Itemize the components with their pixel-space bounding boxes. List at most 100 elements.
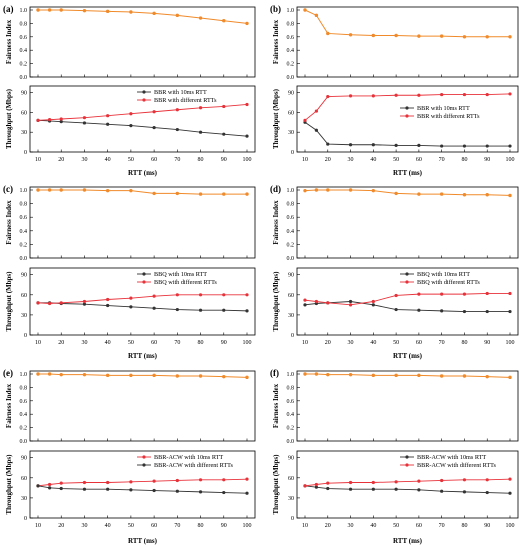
legend-swatch-marker	[142, 463, 146, 467]
throughput-axes-frame	[29, 450, 256, 519]
throughput-point	[417, 143, 421, 147]
fairness-tick-label: 0.2	[20, 426, 28, 432]
x-tick-label: 70	[439, 340, 445, 346]
legend-swatch-marker	[405, 106, 409, 110]
throughput-point	[152, 294, 156, 298]
throughput-point	[245, 491, 249, 495]
fairness-tick-label: 0.2	[287, 62, 295, 68]
throughput-point	[394, 93, 398, 97]
x-tick-label: 100	[506, 157, 515, 163]
throughput-point	[245, 477, 249, 481]
x-tick-label: 70	[174, 157, 180, 163]
throughput-tick-label: 90	[288, 456, 294, 462]
throughput-point	[82, 121, 87, 125]
throughput-tick-label: 90	[288, 273, 294, 279]
throughput-point	[417, 488, 421, 492]
x-tick-label: 90	[221, 523, 227, 529]
fairness-tick-label: 0.4	[20, 229, 28, 235]
fairness-point	[485, 193, 489, 197]
throughput-point	[245, 134, 249, 138]
fairness-tick-label: 0.8	[20, 202, 28, 208]
throughput-point	[440, 92, 444, 97]
throughput-axis-label: Throughput (Mbps)	[5, 454, 13, 515]
fairness-point	[47, 188, 52, 192]
x-tick-label: 60	[151, 157, 157, 163]
throughput-point	[48, 301, 52, 306]
throughput-point	[314, 109, 318, 113]
throughput-point	[485, 490, 489, 495]
fairness-axis-label: Fairness Index	[272, 19, 280, 64]
throughput-point	[417, 93, 421, 97]
fairness-point	[129, 373, 133, 378]
throughput-series-line	[37, 478, 248, 487]
throughput-axes-frame	[29, 85, 256, 153]
x-tick-label: 80	[461, 523, 467, 529]
x-tick-label: 10	[302, 523, 308, 529]
fairness-point	[245, 192, 249, 196]
fairness-point	[245, 21, 249, 26]
fairness-line	[38, 373, 248, 378]
fairness-tick-label: 0.8	[287, 21, 295, 27]
fairness-tick-label: 0.8	[287, 385, 295, 391]
x-tick-label: 40	[105, 340, 111, 346]
fairness-point	[59, 372, 63, 377]
throughput-point	[36, 484, 40, 488]
legend-swatch-marker	[142, 90, 146, 94]
throughput-point	[485, 92, 489, 97]
x-tick-label: 10	[35, 340, 41, 346]
x-tick-label: 60	[151, 340, 157, 346]
throughput-point	[222, 478, 226, 482]
throughput-axes-frame	[296, 267, 519, 336]
fairness-tick-label: 0.8	[20, 385, 28, 391]
throughput-point	[440, 309, 444, 313]
x-tick-label: 20	[58, 340, 64, 346]
throughput-point	[175, 307, 179, 312]
fairness-point	[348, 188, 353, 192]
throughput-point	[485, 144, 489, 148]
x-tick-label: 100	[243, 157, 252, 163]
throughput-point	[417, 292, 421, 296]
panel-label: (a)	[3, 4, 14, 14]
throughput-point	[348, 143, 353, 147]
fairness-point	[371, 33, 376, 38]
throughput-point	[59, 120, 63, 124]
legend-swatch-marker	[142, 98, 146, 102]
throughput-point	[508, 477, 512, 481]
fairness-point	[152, 373, 156, 378]
fairness-point	[439, 374, 444, 378]
fairness-point	[245, 375, 249, 380]
throughput-point	[462, 144, 467, 148]
throughput-point	[245, 102, 249, 107]
fairness-point	[417, 373, 421, 378]
fairness-point	[198, 16, 203, 20]
throughput-point	[48, 482, 52, 487]
throughput-axis-label: Throughput (Mbps)	[5, 271, 13, 332]
fairness-point	[417, 192, 421, 196]
fairness-axes-frame	[296, 370, 519, 442]
x-tick-label: 40	[370, 157, 376, 163]
throughput-point	[36, 301, 40, 305]
fairness-axes-frame	[29, 186, 256, 259]
fairness-point	[59, 188, 63, 192]
throughput-point	[348, 303, 353, 307]
fairness-axis-label: Fairness Index	[5, 383, 13, 428]
fairness-tick-label: 0.0	[287, 75, 295, 81]
throughput-tick-label: 90	[21, 273, 27, 279]
throughput-point	[175, 108, 179, 112]
throughput-point	[508, 291, 512, 296]
throughput-point	[129, 124, 133, 128]
throughput-point	[152, 306, 156, 310]
fairness-point	[326, 188, 330, 192]
legend-entry: BBR with different RTTs	[417, 113, 480, 120]
legend-entry: BBQ with 10ms RTT	[154, 271, 207, 278]
fairness-tick-label: 0.4	[20, 412, 28, 418]
fairness-point	[508, 35, 512, 39]
x-tick-label: 80	[461, 157, 467, 163]
fairness-tick-label: 0.0	[20, 439, 28, 445]
throughput-point	[508, 309, 512, 314]
x-tick-label: 60	[416, 340, 422, 346]
x-tick-label: 50	[128, 157, 134, 163]
fairness-point	[36, 188, 40, 192]
x-tick-label: 90	[484, 523, 490, 529]
fairness-tick-label: 0.6	[287, 35, 295, 41]
